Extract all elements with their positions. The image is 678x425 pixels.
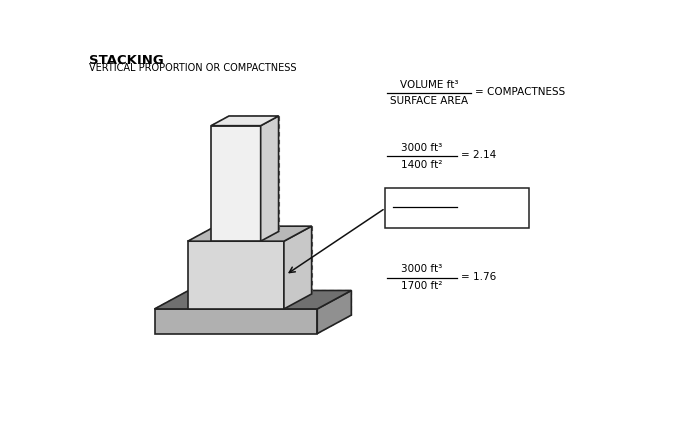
- Text: SURFACE AREA: SURFACE AREA: [390, 96, 468, 106]
- Text: = 2.14: = 2.14: [462, 150, 497, 160]
- Text: = COMPACTNESS: = COMPACTNESS: [475, 87, 565, 97]
- Text: 3000 ft³: 3000 ft³: [401, 143, 443, 153]
- Text: VERTICAL PROPORTION OR COMPACTNESS: VERTICAL PROPORTION OR COMPACTNESS: [89, 63, 297, 74]
- Text: DESIGN: DESIGN: [483, 217, 523, 227]
- Polygon shape: [211, 126, 260, 241]
- Polygon shape: [317, 290, 351, 334]
- Polygon shape: [155, 290, 351, 309]
- Text: STACKING: STACKING: [89, 54, 164, 67]
- Text: = 1.76: = 1.76: [462, 272, 497, 282]
- Polygon shape: [284, 226, 312, 309]
- Bar: [386, 188, 529, 228]
- Text: 1700 ft²: 1700 ft²: [401, 281, 443, 291]
- Text: = 2.3: = 2.3: [462, 200, 490, 210]
- Polygon shape: [188, 241, 284, 309]
- Text: MOST: MOST: [493, 196, 523, 207]
- Polygon shape: [260, 116, 279, 241]
- Polygon shape: [155, 309, 317, 334]
- Text: VOLUME ft³: VOLUME ft³: [399, 79, 458, 90]
- Text: 1300 ft²: 1300 ft²: [404, 210, 445, 220]
- Polygon shape: [188, 226, 312, 241]
- Text: 3000 ft³: 3000 ft³: [401, 264, 443, 274]
- Text: 3000 ft³: 3000 ft³: [404, 193, 445, 203]
- Text: COMPACT: COMPACT: [472, 204, 523, 214]
- Polygon shape: [211, 116, 279, 126]
- Text: 1400 ft²: 1400 ft²: [401, 159, 443, 170]
